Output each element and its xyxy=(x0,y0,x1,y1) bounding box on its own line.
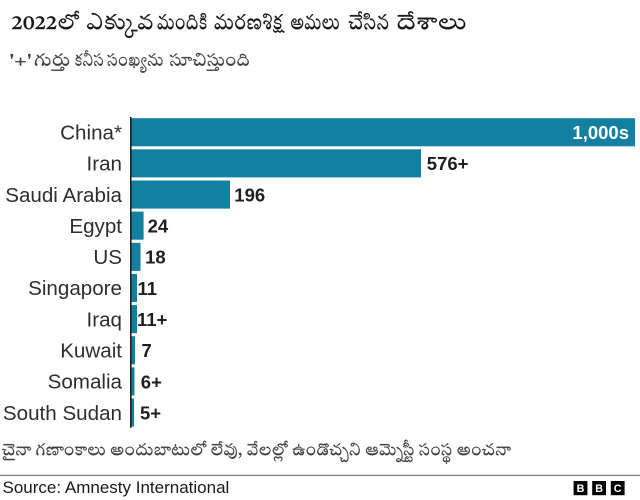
svg-text:C: C xyxy=(614,483,622,495)
svg-text:South Sudan: South Sudan xyxy=(3,402,122,425)
svg-text:Egypt: Egypt xyxy=(69,215,122,238)
svg-text:Source: Amnesty International: Source: Amnesty International xyxy=(3,478,230,497)
svg-text:6+: 6+ xyxy=(141,371,162,392)
svg-text:11: 11 xyxy=(138,278,158,299)
svg-text:B: B xyxy=(577,483,585,495)
svg-text:US: US xyxy=(93,246,122,269)
svg-text:China*: China* xyxy=(60,122,122,145)
svg-text:576+: 576+ xyxy=(427,153,469,174)
svg-text:Iran: Iran xyxy=(87,153,123,176)
svg-text:Somalia: Somalia xyxy=(48,371,123,394)
svg-text:196: 196 xyxy=(234,184,265,205)
svg-text:B: B xyxy=(595,483,603,495)
svg-text:Kuwait: Kuwait xyxy=(60,340,122,363)
svg-text:1,000s: 1,000s xyxy=(572,122,629,143)
svg-text:18: 18 xyxy=(145,247,166,268)
svg-text:Saudi Arabia: Saudi Arabia xyxy=(5,184,122,207)
svg-text:11+: 11+ xyxy=(137,309,168,330)
svg-text:24: 24 xyxy=(148,216,169,237)
svg-text:Iraq: Iraq xyxy=(87,308,123,331)
svg-text:7: 7 xyxy=(142,340,152,361)
svg-text:5+: 5+ xyxy=(140,402,161,423)
svg-text:Singapore: Singapore xyxy=(28,277,122,300)
